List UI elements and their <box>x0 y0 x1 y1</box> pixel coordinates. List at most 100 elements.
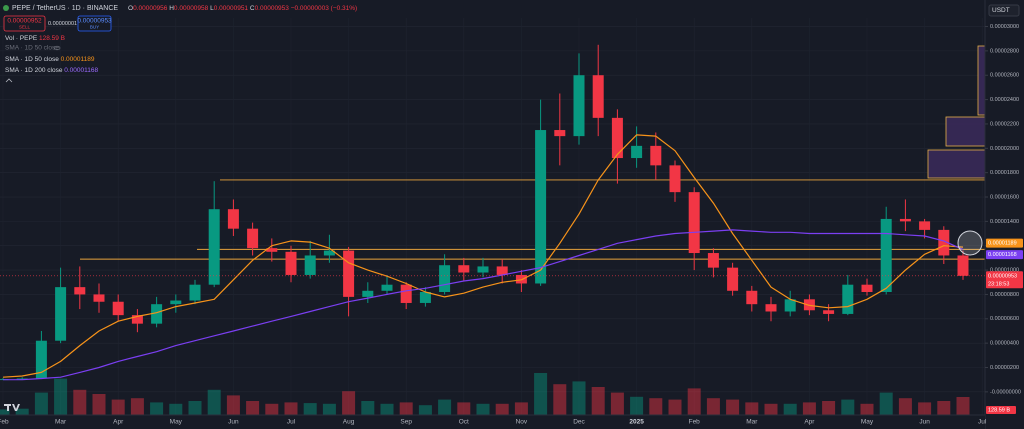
volume-bar <box>342 391 356 415</box>
volume-bar <box>322 403 336 415</box>
eye-icon[interactable] <box>53 45 61 51</box>
volume-bar <box>879 392 893 415</box>
sma-price-tag-bg <box>986 238 1023 248</box>
x-tick-label: Sep <box>400 419 412 426</box>
x-tick-label: Oct <box>459 419 469 426</box>
volume-bar <box>956 396 970 415</box>
candle-body <box>266 248 278 252</box>
ohlc-key: L <box>210 5 214 12</box>
legend-value: 0.00001168 <box>64 67 98 74</box>
y-tick-label: 0.00000800 <box>990 292 1019 298</box>
sma-lines <box>2 134 964 381</box>
y-tick-label: -0.00000000 <box>990 389 1021 395</box>
x-tick-label: Jun <box>228 419 239 426</box>
x-tick-label: Nov <box>516 419 528 426</box>
x-tick-label: May <box>170 419 183 426</box>
volume-bar <box>15 408 29 415</box>
candle-body <box>439 265 451 293</box>
legend-hidden[interactable]: SMA · 1D 50 close <box>5 45 59 52</box>
y-tick-label: 0.00001400 <box>990 219 1019 225</box>
buy-button[interactable] <box>77 15 112 32</box>
x-tick-label: May <box>861 419 874 426</box>
candle-body <box>899 218 911 222</box>
candle-body <box>746 290 758 305</box>
candle-body <box>381 284 393 291</box>
axis-labels: -0.00000000 0.00000200 0.00000400 0.0000060… <box>0 24 1021 426</box>
sell-button[interactable] <box>3 15 46 32</box>
x-tick-label: Jul <box>287 419 296 426</box>
sell-price: 0.00000952 <box>7 18 42 25</box>
y-tick-label: 0.00002200 <box>990 121 1019 127</box>
x-tick-label: Feb <box>0 419 9 426</box>
spread: 0.00000001 <box>48 21 77 27</box>
candle-body <box>247 228 259 249</box>
legend-name: SMA · 1D 200 close <box>5 67 63 74</box>
volume-bar <box>380 403 394 415</box>
candle-body <box>611 117 623 159</box>
profile-box <box>927 149 989 179</box>
candle-body <box>151 304 163 324</box>
ohlc-key: C <box>250 5 255 12</box>
volume-pane <box>0 373 970 415</box>
volume-bar <box>649 398 663 415</box>
volume-bar <box>937 401 951 415</box>
x-tick-label: 2025 <box>629 419 644 426</box>
candle-body <box>112 301 124 316</box>
volume-bar <box>783 403 797 415</box>
volume-bar <box>130 398 144 415</box>
candle-body <box>362 290 374 297</box>
symbol-icon <box>3 5 9 11</box>
y-tick-label: 0.00001000 <box>990 268 1019 274</box>
legend-value: 0.00001189 <box>61 56 95 63</box>
sma-price-tag: 0.00001189 <box>988 241 1017 247</box>
volume-bar <box>514 402 528 415</box>
x-tick-label: Dec <box>573 419 585 426</box>
candle-body <box>35 340 47 379</box>
volume-bar <box>265 403 279 415</box>
legend-name: Vol · PEPE <box>5 35 38 42</box>
volume-bar <box>841 399 855 415</box>
logo <box>4 404 20 411</box>
volume-bar <box>764 403 778 415</box>
candle-body <box>55 287 67 341</box>
volume-bar <box>457 402 471 415</box>
y-tick-label: 0.00001800 <box>990 170 1019 176</box>
horizontal-lines <box>80 179 985 260</box>
candle-body <box>227 209 239 229</box>
volume-bar <box>418 405 432 415</box>
last-price-label: 0.00000953 <box>988 273 1017 279</box>
candles <box>0 44 969 381</box>
candle-body <box>419 292 431 303</box>
candle-body <box>74 287 86 295</box>
candle-body <box>631 145 643 159</box>
y-tick-label: 0.00001600 <box>990 194 1019 200</box>
change: −0.00000003 (−0.31%) <box>291 5 358 12</box>
x-tick-label: Aug <box>343 419 355 426</box>
price-tags: 0.00001189 0.00001168 0.00000953 23:18:53 12… <box>0 238 1023 414</box>
volume-bar <box>687 388 701 415</box>
candle-body <box>784 299 796 312</box>
currency-button[interactable] <box>988 4 1020 17</box>
volume-bar <box>591 387 605 415</box>
candle-body <box>458 265 470 273</box>
candle-body <box>93 294 105 302</box>
x-tick-label: Mar <box>746 419 758 426</box>
legend-volume: Vol · PEPE 128.59 B <box>5 35 65 42</box>
ohlc-value: 0.00000953 <box>255 5 290 12</box>
x-tick-label: Jun <box>919 419 930 426</box>
price-axis <box>985 0 1024 429</box>
collapse-icon[interactable] <box>5 78 13 83</box>
volume-bar <box>630 396 644 415</box>
y-tick-label: 0.00003000 <box>990 24 1019 30</box>
candle-body <box>285 251 297 275</box>
candle-body <box>861 284 873 293</box>
candle-body <box>496 266 508 275</box>
volume-bar <box>34 392 48 415</box>
volume-bar <box>73 389 87 415</box>
volume-bar <box>745 402 759 415</box>
x-tick-label: Apr <box>804 419 815 426</box>
candle-body <box>957 255 969 276</box>
y-tick-label: 0.00000600 <box>990 316 1019 322</box>
last-price-bg <box>986 271 1023 289</box>
